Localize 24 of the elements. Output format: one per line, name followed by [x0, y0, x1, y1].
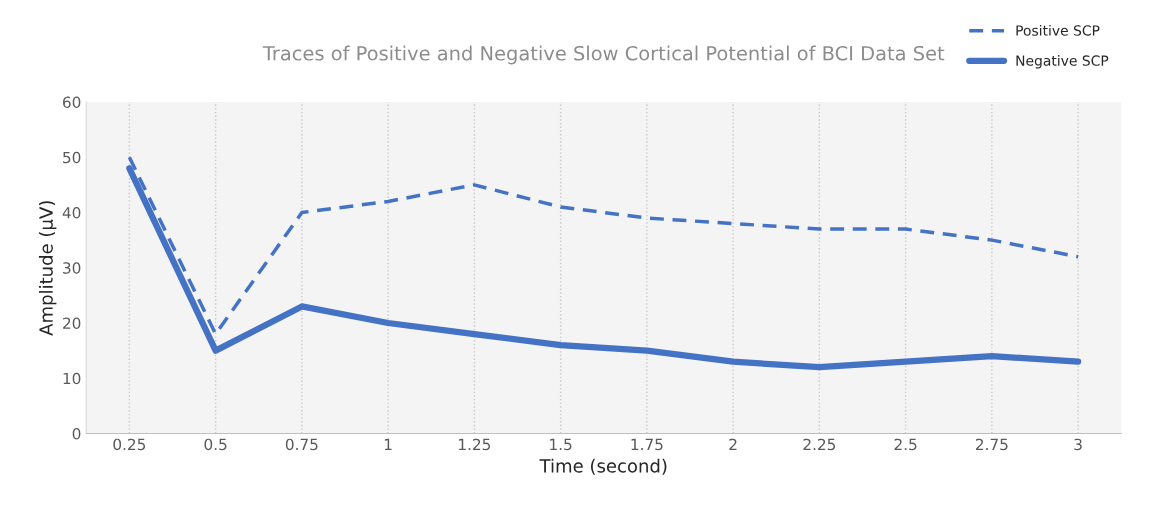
y-tick-label: 50: [63, 151, 81, 164]
x-tick-label: 0.75: [285, 438, 318, 451]
x-tick-label: 1.75: [631, 438, 663, 451]
y-tick-label: 20: [63, 317, 81, 330]
y-tick-label: 10: [63, 372, 81, 385]
x-tick-label: 2.75: [975, 438, 1008, 451]
x-tick-label: 0.25: [113, 438, 146, 451]
y-tick-label: 60: [63, 96, 81, 109]
x-tick-label: 3: [1074, 438, 1082, 451]
legend-label: Positive SCP: [1016, 24, 1100, 36]
y-tick-label: 0: [72, 427, 81, 440]
x-tick-label: 2.5: [894, 438, 917, 451]
y-tick-label: 30: [63, 262, 81, 274]
legend-label: Negative SCP: [1016, 55, 1109, 69]
x-tick-label: 1.25: [459, 438, 491, 451]
x-tick-label: 0.5: [204, 438, 227, 451]
y-tick-label: 40: [62, 206, 81, 219]
x-tick-label: 1.5: [550, 438, 572, 451]
chart-title: Traces of Positive and Negative Slow Cortical Potential of BCI Data Set: [262, 45, 945, 65]
x-tick-label: 2: [729, 438, 737, 450]
x-tick-label: 1: [384, 438, 392, 450]
x-axis-title: Time (second): [539, 458, 667, 475]
y-axis-title: Amplitude (µV): [38, 201, 57, 336]
x-tick-label: 2.25: [803, 438, 836, 451]
